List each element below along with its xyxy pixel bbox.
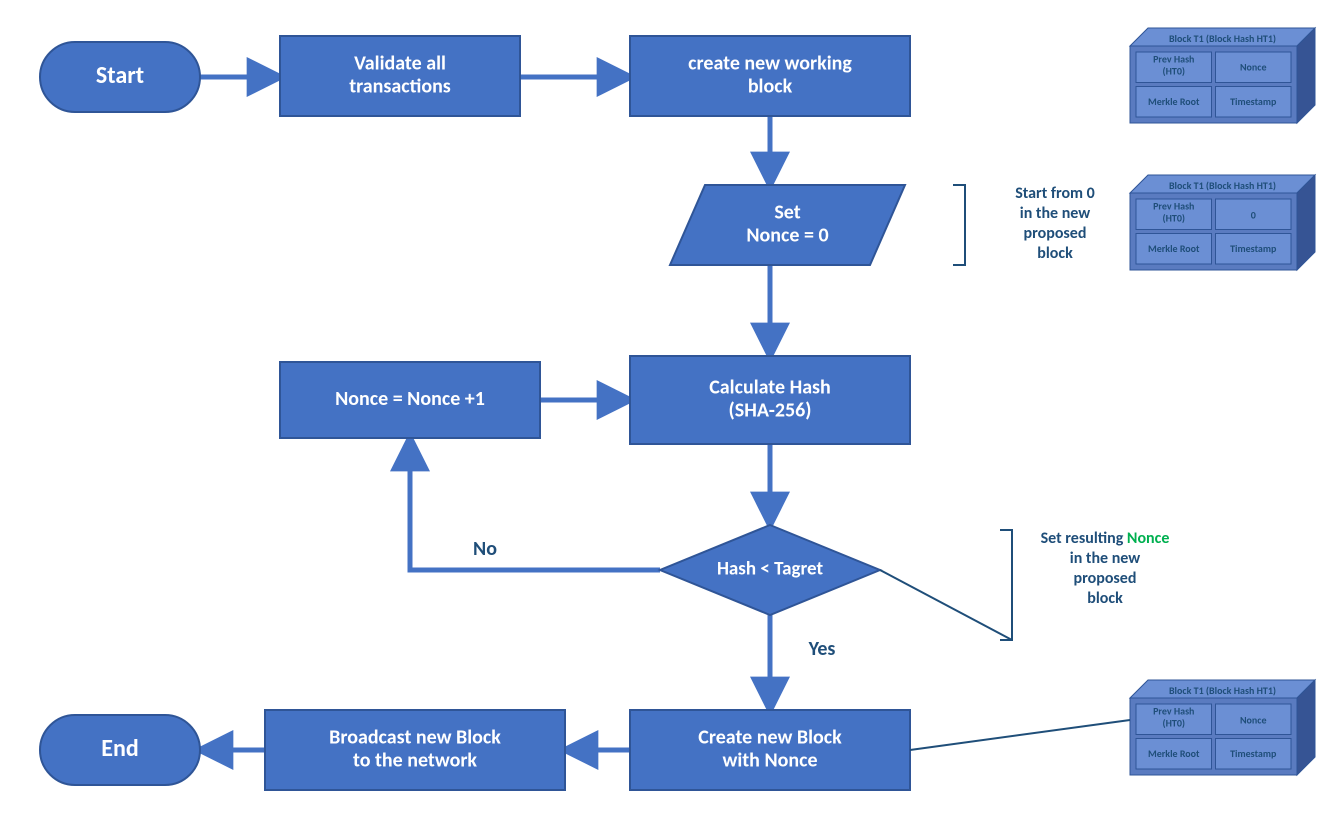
block-title: Block T1 (Block Hash HT1)	[1169, 684, 1276, 697]
annotation-bracket	[953, 185, 965, 265]
node-create_nb: Create new Blockwith Nonce	[630, 710, 910, 790]
block-cell-label: Timestamp	[1230, 747, 1277, 760]
node-set_nonce: SetNonce = 0	[670, 185, 905, 265]
annotation-text: Start from 0	[1015, 184, 1095, 203]
block-illustration: Block T1 (Block Hash HT1)Prev Hash(HT0)N…	[1130, 680, 1315, 775]
block-cell-label: Merkle Root	[1148, 95, 1200, 108]
node-text-line: Broadcast new Block	[329, 725, 501, 749]
annotation-text: Set resulting Nonce	[1041, 529, 1170, 548]
node-text-line: (SHA-256)	[729, 398, 812, 422]
block-cell-label: Nonce	[1240, 714, 1267, 727]
node-text-line: Hash < Tagret	[717, 558, 824, 581]
annotation-text: block	[1087, 589, 1123, 608]
node-end: End	[40, 715, 200, 785]
nodes-layer: Start Validate alltransactions create new …	[40, 36, 910, 790]
node-text-line: Set	[774, 200, 800, 224]
block-title: Block T1 (Block Hash HT1)	[1169, 32, 1276, 45]
block-cell-label: Nonce	[1240, 61, 1267, 74]
edge-label-yes: Yes	[808, 637, 836, 661]
block-cell-label: (HT0)	[1162, 211, 1185, 224]
annotations-layer: Start from 0in the newproposedblockSet r…	[880, 184, 1169, 640]
node-text-line: Nonce = 0	[746, 223, 828, 247]
flowchart-canvas: No Yes Start Validate alltransactions create…	[0, 0, 1341, 813]
block-title: Block T1 (Block Hash HT1)	[1169, 179, 1276, 192]
block-illustration: Block T1 (Block Hash HT1)Prev Hash(HT0)N…	[1130, 28, 1315, 123]
node-text-line: Create new Block	[698, 725, 842, 749]
node-text-line: Nonce = Nonce +1	[335, 387, 485, 411]
node-validate: Validate alltransactions	[280, 36, 520, 116]
node-text-line: Start	[96, 61, 144, 90]
node-create_wb: create new workingblock	[630, 36, 910, 116]
block-cell-label: (HT0)	[1162, 64, 1185, 77]
block-cell-label: Timestamp	[1230, 242, 1277, 255]
annotation-connector	[880, 570, 1012, 640]
node-calc_hash: Calculate Hash(SHA-256)	[630, 356, 910, 444]
node-inc_nonce: Nonce = Nonce +1	[280, 362, 540, 438]
node-text-line: create new working	[688, 51, 852, 75]
annotation-text: block	[1037, 244, 1073, 263]
block-illustrations-layer: Block T1 (Block Hash HT1)Prev Hash(HT0)N…	[910, 28, 1315, 775]
node-start: Start	[40, 42, 200, 112]
block-cell-label: Timestamp	[1230, 95, 1277, 108]
node-text-line: to the network	[353, 748, 477, 772]
annotation-text: in the new	[1070, 549, 1141, 568]
node-text-line: with Nonce	[722, 748, 817, 772]
annotation-text: proposed	[1074, 569, 1137, 588]
block-cell-label: 0	[1251, 209, 1256, 222]
node-text-line: Validate all	[354, 51, 446, 75]
block-cell-label: (HT0)	[1162, 716, 1185, 729]
node-text-line: Calculate Hash	[709, 375, 831, 399]
node-broadcast: Broadcast new Blockto the network	[265, 710, 565, 790]
node-text-line: End	[101, 734, 138, 763]
edge-decision-inc_nonce	[410, 438, 660, 570]
block-cell-label: Merkle Root	[1148, 242, 1200, 255]
block-illustration: Block T1 (Block Hash HT1)Prev Hash(HT0)0…	[1130, 175, 1315, 270]
block-connector	[910, 720, 1130, 750]
annotation-bracket	[1000, 530, 1012, 640]
node-decision: Hash < Tagret	[660, 525, 880, 615]
node-text-line: block	[748, 74, 793, 98]
annotation-text: in the new	[1020, 204, 1091, 223]
annotation-text: proposed	[1024, 224, 1087, 243]
edge-label-no: No	[473, 537, 497, 561]
node-text-line: transactions	[349, 74, 451, 98]
block-cell-label: Merkle Root	[1148, 747, 1200, 760]
